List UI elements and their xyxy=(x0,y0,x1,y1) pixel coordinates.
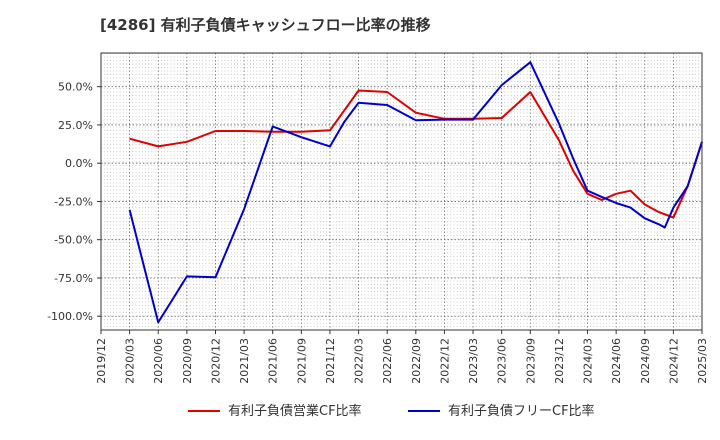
x-tick-label: 2022/09 xyxy=(410,338,423,384)
x-tick-label: 2020/12 xyxy=(209,338,222,384)
x-tick-label: 2022/06 xyxy=(381,338,394,384)
y-tick-label: 0.0% xyxy=(65,157,93,170)
y-tick-label: -75.0% xyxy=(54,272,93,285)
y-axis: 50.0% 25.0% 0.0% -25.0% -50.0% -75.0% -100.0% xyxy=(47,81,101,323)
y-tick-label: 50.0% xyxy=(58,81,93,94)
chart-title: [4286] 有利子負債キャッシュフロー比率の推移 xyxy=(100,16,431,34)
x-tick-label: 2021/03 xyxy=(238,338,251,384)
y-tick-label: -25.0% xyxy=(54,195,93,208)
y-tick-label: -100.0% xyxy=(47,310,93,323)
x-tick-label: 2025/03 xyxy=(696,338,709,384)
legend: 有利子負債営業CF比率 有利子負債フリーCF比率 xyxy=(188,403,595,419)
x-tick-label: 2022/03 xyxy=(353,338,366,384)
x-axis: 2019/12 2020/03 2020/06 2020/09 2020/12 2021/… xyxy=(95,330,709,384)
x-tick-label: 2020/09 xyxy=(181,338,194,384)
x-tick-label: 2023/03 xyxy=(467,338,480,384)
legend-label-1: 有利子負債営業CF比率 xyxy=(228,403,362,419)
y-tick-label: -50.0% xyxy=(54,234,93,247)
x-tick-label: 2023/12 xyxy=(553,338,566,384)
series-layer xyxy=(128,61,703,324)
x-tick-label: 2024/12 xyxy=(667,338,680,384)
y-tick-label: 25.0% xyxy=(58,119,93,132)
x-tick-label: 2022/12 xyxy=(438,338,451,384)
x-tick-label: 2019/12 xyxy=(95,338,108,384)
x-tick-label: 2023/06 xyxy=(496,338,509,384)
x-tick-label: 2021/06 xyxy=(267,338,280,384)
x-tick-label: 2021/12 xyxy=(324,338,337,384)
x-tick-label: 2024/09 xyxy=(639,338,652,384)
plot-frame xyxy=(100,52,703,331)
x-tick-label: 2020/06 xyxy=(152,338,165,384)
series-line-2 xyxy=(128,61,703,324)
x-tick-label: 2020/03 xyxy=(124,338,137,384)
x-tick-label: 2023/09 xyxy=(524,338,537,384)
series-line-1 xyxy=(129,89,703,219)
x-tick-label: 2024/06 xyxy=(610,338,623,384)
legend-label-2: 有利子負債フリーCF比率 xyxy=(448,403,595,419)
grid-layer xyxy=(100,53,703,330)
x-tick-label: 2021/09 xyxy=(295,338,308,384)
x-tick-label: 2024/03 xyxy=(582,338,595,384)
